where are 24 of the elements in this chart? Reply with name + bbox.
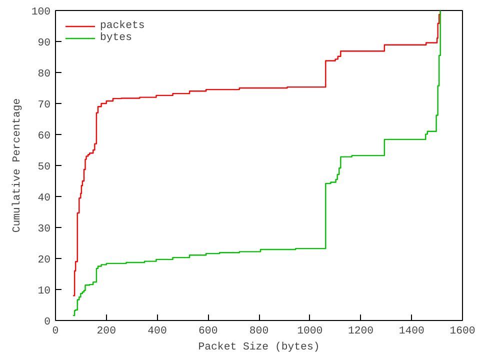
x-tick-label: 1200: [348, 326, 374, 338]
legend-label: packets: [100, 20, 145, 32]
y-tick-label: 10: [38, 286, 51, 298]
y-tick-label: 100: [31, 6, 51, 18]
y-tick-label: 0: [44, 316, 51, 328]
y-tick-label: 20: [38, 254, 51, 266]
x-tick-label: 200: [96, 326, 116, 338]
x-axis-title: Packet Size (bytes): [198, 342, 320, 354]
x-tick-label: 1000: [297, 326, 323, 338]
y-tick-label: 60: [38, 130, 51, 142]
y-tick-label: 30: [38, 224, 51, 236]
x-tick-label: 1600: [450, 326, 476, 338]
y-tick-label: 90: [38, 38, 51, 50]
y-tick-label: 40: [38, 192, 51, 204]
y-tick-label: 80: [38, 68, 51, 80]
legend-label: bytes: [100, 32, 132, 44]
x-tick-label: 1400: [398, 326, 424, 338]
y-tick-label: 50: [38, 162, 51, 174]
x-tick-label: 400: [148, 326, 167, 338]
x-tick-label: 0: [52, 326, 59, 338]
x-tick-label: 600: [198, 326, 218, 338]
y-tick-label: 70: [38, 100, 51, 112]
x-tick-label: 800: [249, 326, 269, 338]
y-axis-title: Cumulative Percentage: [11, 98, 24, 233]
